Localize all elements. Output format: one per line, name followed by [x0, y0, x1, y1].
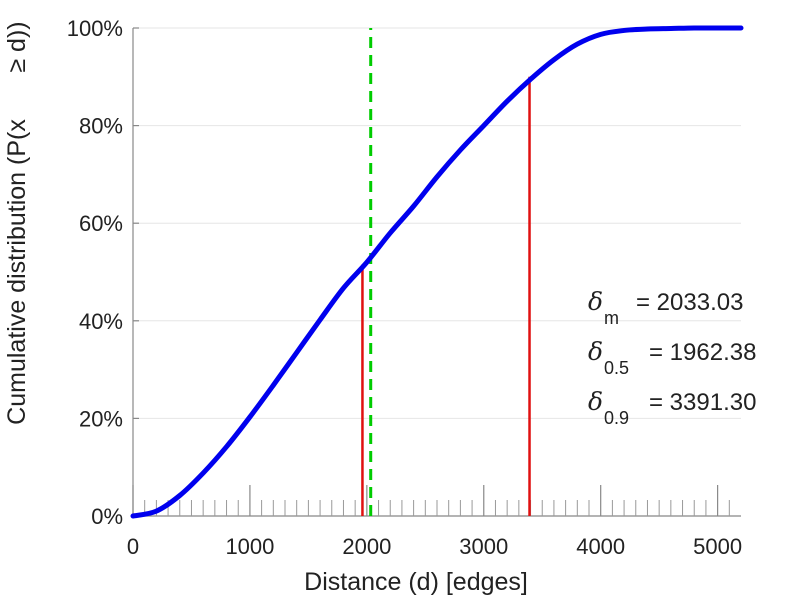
stats-annotations: δ m = 2033.03 δ 0.5 = 1962.38 δ 0.9 = 33… [588, 287, 756, 428]
annotation-mean-subscript: m [604, 308, 619, 328]
x-tick-label: 0 [127, 534, 139, 559]
cdf-series-line [130, 25, 744, 519]
series [130, 25, 744, 519]
y-tick-label: 100% [67, 16, 123, 41]
x-axis-title: Distance (d) [edges] [304, 568, 528, 596]
annotation-p90-subscript: 0.9 [604, 408, 629, 428]
annotation-median-value: = 1962.38 [649, 339, 756, 366]
x-tick-label: 4000 [576, 534, 625, 559]
y-axis-title: Cumulative distribution (P(x ≥ d)) [3, 21, 31, 424]
x-ticks: 0 1000 2000 3000 4000 5000 [127, 485, 742, 559]
grid-lines [133, 27, 741, 419]
y-tick-label: 0% [91, 504, 123, 529]
x-tick-label: 5000 [693, 534, 742, 559]
annotation-median-subscript: 0.5 [604, 358, 629, 378]
axes [132, 28, 741, 517]
y-axis-title-part-2: ≥ d)) [3, 21, 31, 72]
annotation-mean-value: = 2033.03 [636, 289, 743, 316]
annotation-p90-symbol: δ [588, 387, 603, 416]
annotation-mean-symbol: δ [588, 287, 603, 316]
y-tick-label: 60% [79, 211, 123, 236]
annotation-median-symbol: δ [588, 337, 603, 366]
y-ticks: 0% 20% 40% 60% 80% 100% [67, 16, 139, 529]
y-axis-title-part-1: Cumulative distribution (P(x [3, 119, 31, 425]
annotation-median: δ 0.5 = 1962.38 [588, 337, 756, 378]
annotation-mean: δ m = 2033.03 [588, 287, 743, 328]
y-tick-label: 40% [79, 309, 123, 334]
reference-lines [361, 28, 531, 516]
annotation-p90-value: = 3391.30 [649, 389, 756, 416]
annotation-p90: δ 0.9 = 3391.30 [588, 387, 756, 428]
x-tick-label: 2000 [342, 534, 391, 559]
x-tick-label: 1000 [225, 534, 274, 559]
x-tick-label: 3000 [459, 534, 508, 559]
y-tick-label: 80% [79, 114, 123, 139]
y-tick-label: 20% [79, 406, 123, 431]
